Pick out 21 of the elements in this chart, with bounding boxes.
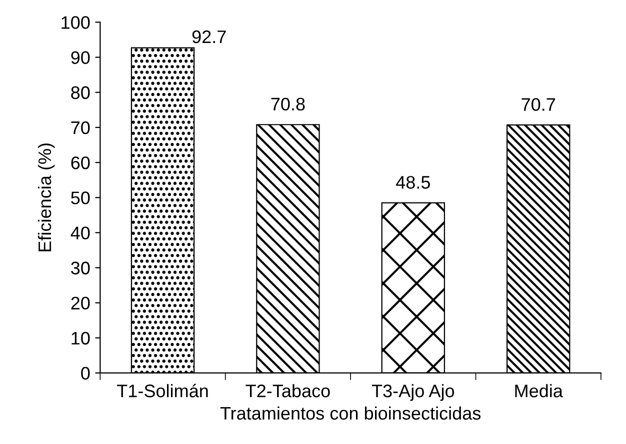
y-tick-label: 20 [71,296,90,310]
x-axis-title: Tratamientos con bioinsecticidas [220,406,481,420]
y-tick-label: 60 [71,156,90,170]
y-tick-label: 0 [81,366,90,380]
y-tick-label: 50 [71,192,90,204]
data-label: 92.7 [192,30,226,44]
x-tick-label: Media [515,384,563,398]
y-tick-label: 70 [71,121,90,134]
y-axis-title: Eficiencia (%) [38,144,55,252]
data-label: 48.5 [396,176,430,189]
y-tick-label: 10 [72,332,90,345]
x-tick-label: T3-Ajo Ajo [372,384,454,401]
x-tick-label: T1-Solimán [117,384,208,398]
y-tick-label: 30 [71,262,90,274]
y-tick-label: 80 [71,86,90,100]
data-label: 70.7 [522,98,556,111]
y-tick-label: 90 [71,51,90,64]
data-label: 70.8 [271,98,305,111]
x-tick-label: T2-Tabaco [246,384,330,398]
y-tick-label: 100 [62,16,90,29]
y-tick-label: 40 [70,226,90,240]
